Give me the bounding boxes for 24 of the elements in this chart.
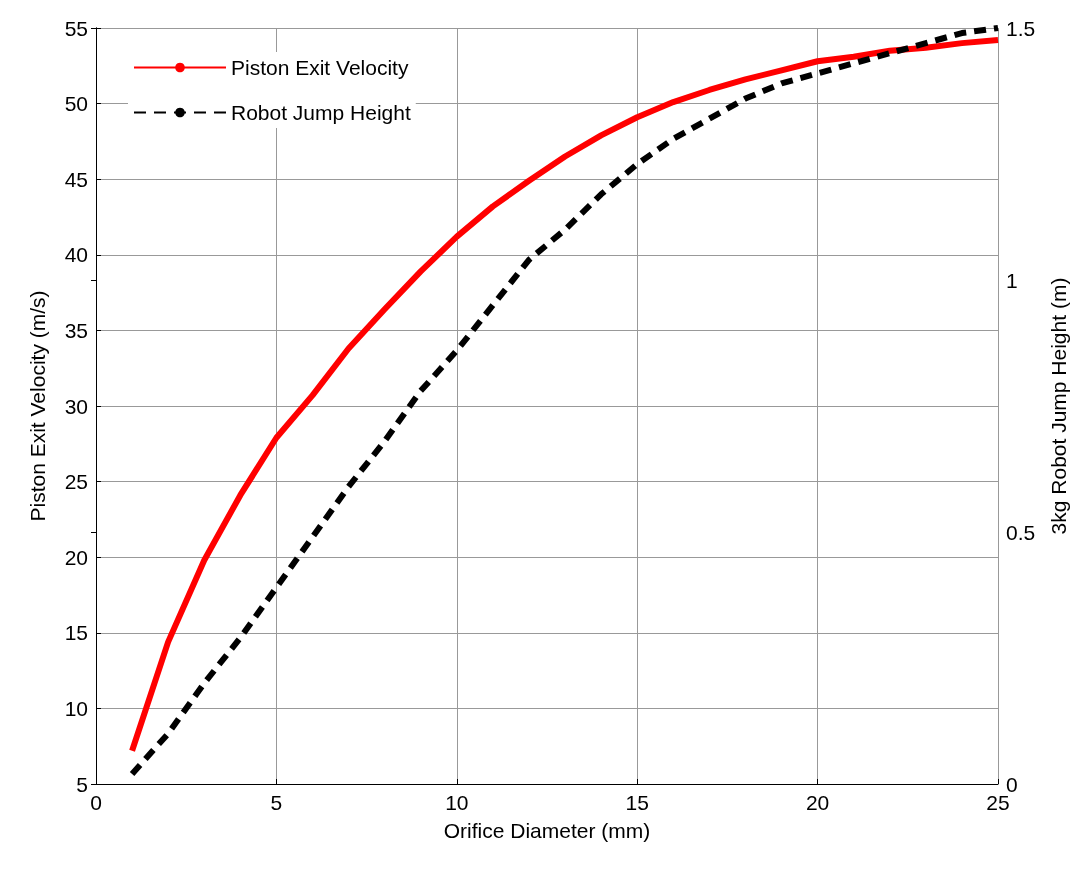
legend-label: Robot Jump Height <box>231 101 411 124</box>
y2-tick-label: 1.5 <box>1006 16 1036 40</box>
x-tick-label: 5 <box>270 791 283 814</box>
y-tick-label: 45 <box>64 167 88 191</box>
y-tick-label: 25 <box>64 470 88 494</box>
x-tick-label: 10 <box>445 791 469 814</box>
y-tick-label: 30 <box>64 394 88 418</box>
y-tick-label: 35 <box>64 318 88 342</box>
y-tick-label: 15 <box>64 621 88 645</box>
y-tick-label: 50 <box>64 92 88 116</box>
y-tick-label: 20 <box>64 545 88 569</box>
y2-axis-title: 3kg Robot Jump Height (m) <box>1047 277 1070 535</box>
y-axis-title: Piston Exit Velocity (m/s) <box>26 290 49 522</box>
y-tick-label: 40 <box>64 243 88 267</box>
y-tick-label: 5 <box>76 772 88 796</box>
y-tick-label: 10 <box>64 696 88 720</box>
y2-tick-label: 0.5 <box>1006 520 1036 544</box>
x-tick-label: 0 <box>90 791 102 814</box>
y2-tick-label: 1 <box>1006 268 1018 292</box>
x-tick-label: 15 <box>625 791 649 814</box>
y-tick-label: 55 <box>64 16 88 40</box>
x-tick-label: 20 <box>805 791 830 814</box>
legend-label: Piston Exit Velocity <box>231 56 409 79</box>
x-axis-title: Orifice Diameter (mm) <box>443 819 651 842</box>
